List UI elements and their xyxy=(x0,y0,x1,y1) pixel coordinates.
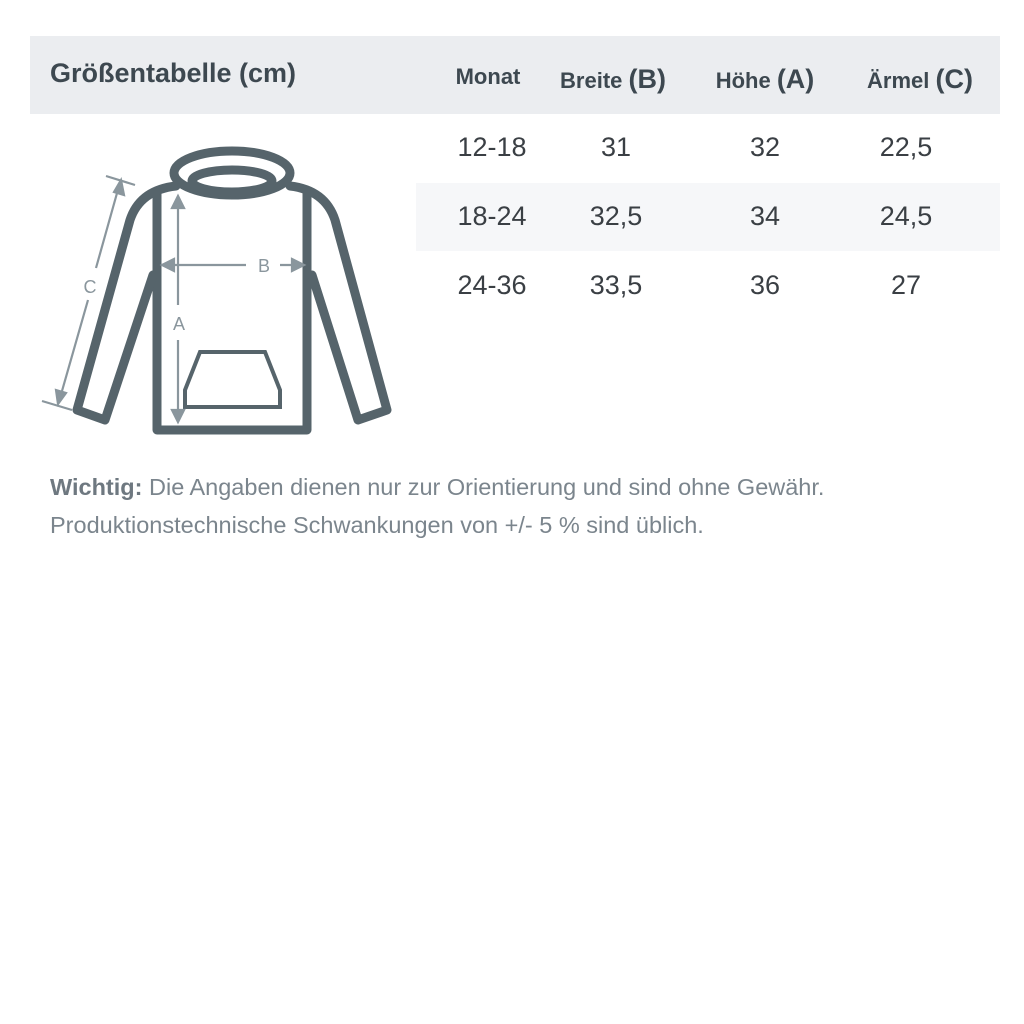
row-stripe xyxy=(416,183,1000,251)
header-letter: (A) xyxy=(776,64,815,94)
header-label: Monat xyxy=(455,64,521,89)
cell-height: 34 xyxy=(749,201,781,231)
column-header-height: Höhe (A) xyxy=(695,64,835,95)
header-label: Breite xyxy=(560,68,623,93)
note-line-1: Die Angaben dienen nur zur Orientierung … xyxy=(142,474,825,500)
cell-month: 24-36 xyxy=(457,270,527,300)
cell-height: 36 xyxy=(749,270,781,300)
cell-sleeve: 22,5 xyxy=(879,132,933,162)
note-bold-label: Wichtig: xyxy=(50,474,143,500)
cell-width: 32,5 xyxy=(589,201,643,231)
table-header-band xyxy=(30,36,1000,114)
column-header-sleeve: Ärmel (C) xyxy=(850,64,990,95)
cell-sleeve: 27 xyxy=(890,270,922,300)
cell-height: 32 xyxy=(749,132,781,162)
cell-month: 18-24 xyxy=(457,201,527,231)
cell-sleeve: 24,5 xyxy=(879,201,933,231)
header-letter: (C) xyxy=(935,64,973,94)
header-letter: (B) xyxy=(628,64,666,94)
hoodie-icon: B A C xyxy=(41,146,392,435)
label-c: C xyxy=(84,277,97,297)
page-title: Größentabelle (cm) xyxy=(50,58,297,88)
label-a: A xyxy=(173,314,185,334)
disclaimer-note: Wichtig: Die Angaben dienen nur zur Orie… xyxy=(50,468,990,544)
header-label: Ärmel xyxy=(867,68,930,93)
header-label: Höhe xyxy=(715,68,771,93)
label-b: B xyxy=(258,256,270,276)
column-header-month: Monat xyxy=(418,64,558,90)
cell-width: 33,5 xyxy=(589,270,643,300)
column-header-width: Breite (B) xyxy=(543,64,683,95)
cell-month: 12-18 xyxy=(457,132,527,162)
note-line-2: Produktionstechnische Schwankungen von +… xyxy=(50,512,704,538)
cell-width: 31 xyxy=(600,132,632,162)
